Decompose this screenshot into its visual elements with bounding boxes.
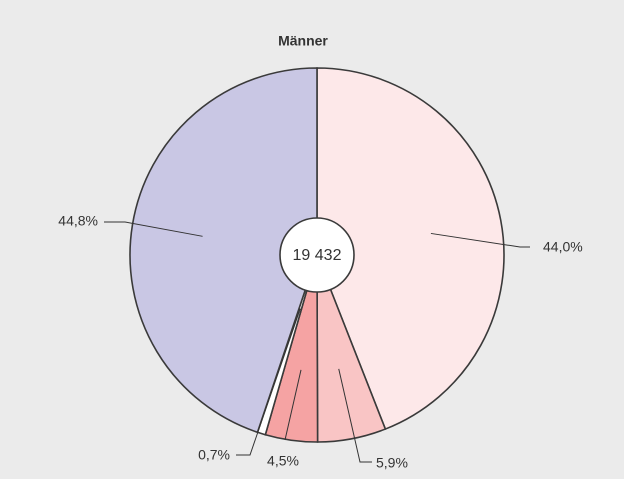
leader-line [338,368,372,463]
pie-slice [129,67,318,434]
center-label: 19 432 [293,247,342,264]
center-circle [279,217,355,293]
leader-line [430,232,530,248]
leader-line [236,308,301,456]
data-label: 0,7% [198,447,230,463]
data-label: 44,0% [543,239,583,255]
leader-line [104,221,203,237]
leader-line [284,369,302,441]
chart-title: Männer [278,33,328,49]
pie-slice [316,67,505,431]
data-label: 44,8% [58,213,98,229]
data-label: 4,5% [267,453,299,469]
data-label: 5,9% [376,455,408,471]
